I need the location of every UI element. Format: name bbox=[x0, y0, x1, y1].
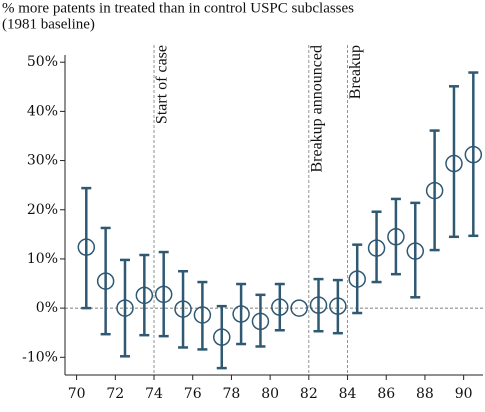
point bbox=[367, 239, 386, 257]
point bbox=[96, 272, 115, 290]
chart-subtitle: (1981 baseline) bbox=[2, 16, 95, 32]
point bbox=[290, 299, 308, 317]
point bbox=[309, 296, 328, 314]
y-tick-label: 30% bbox=[27, 153, 58, 169]
y-tick-label: -10% bbox=[22, 349, 58, 365]
y-tick-label: 20% bbox=[27, 202, 58, 218]
y-tick-label: 10% bbox=[27, 251, 58, 267]
point bbox=[251, 312, 270, 331]
point bbox=[154, 285, 173, 304]
point bbox=[193, 306, 212, 324]
event-label: Breakup announced bbox=[309, 45, 326, 173]
x-tick-label: 84 bbox=[339, 386, 357, 402]
point bbox=[116, 299, 134, 317]
x-tick-label: 80 bbox=[261, 386, 279, 402]
point bbox=[329, 297, 347, 315]
x-tick-label: 76 bbox=[184, 386, 202, 402]
x-tick-label: 90 bbox=[455, 386, 473, 402]
point bbox=[464, 145, 483, 164]
point bbox=[445, 154, 463, 173]
x-tick-label: 82 bbox=[300, 386, 318, 402]
y-tick-label: 0% bbox=[36, 300, 58, 316]
point bbox=[232, 305, 250, 323]
point bbox=[348, 270, 366, 288]
x-tick-label: 78 bbox=[223, 386, 241, 402]
x-tick-label: 86 bbox=[377, 386, 395, 402]
chart-title: % more patents in treated than in contro… bbox=[2, 0, 354, 16]
point bbox=[425, 181, 444, 200]
x-tick-label: 72 bbox=[106, 386, 124, 402]
x-tick-label: 74 bbox=[145, 386, 163, 402]
x-tick-label: 88 bbox=[416, 386, 434, 402]
point bbox=[135, 286, 154, 305]
point bbox=[387, 228, 405, 246]
x-tick-label: 70 bbox=[68, 386, 86, 402]
y-tick-label: 40% bbox=[27, 103, 58, 119]
event-label: Breakup bbox=[347, 45, 364, 99]
y-tick-label: 50% bbox=[27, 54, 58, 70]
event-label: Start of case bbox=[154, 45, 171, 124]
point bbox=[174, 300, 192, 318]
point bbox=[213, 328, 231, 346]
point bbox=[406, 242, 425, 260]
point bbox=[77, 238, 96, 256]
point bbox=[271, 298, 289, 316]
